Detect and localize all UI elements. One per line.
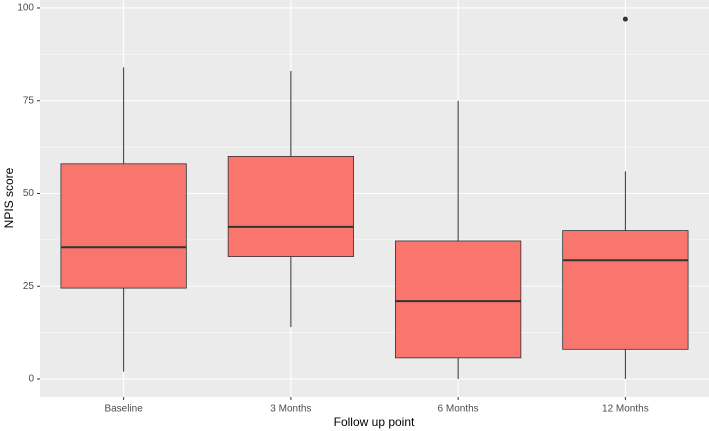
y-tick-label: 100 [17, 3, 34, 14]
y-tick-label: 75 [23, 95, 35, 106]
box [227, 155, 354, 257]
y-tick-label: 50 [23, 188, 35, 199]
y-tick-label: 0 [28, 374, 34, 385]
x-tick-label: 6 Months [438, 404, 479, 415]
x-tick-label: Baseline [104, 404, 143, 415]
x-tick-label: 3 Months [270, 404, 311, 415]
x-axis-title: Follow up point [334, 415, 415, 429]
outlier [622, 16, 628, 22]
x-tick-label: 12 Months [602, 404, 649, 415]
box [395, 240, 522, 359]
y-tick-label: 25 [23, 281, 35, 292]
box [60, 163, 187, 289]
box [562, 230, 689, 350]
y-axis-title: NPIS score [2, 167, 16, 228]
